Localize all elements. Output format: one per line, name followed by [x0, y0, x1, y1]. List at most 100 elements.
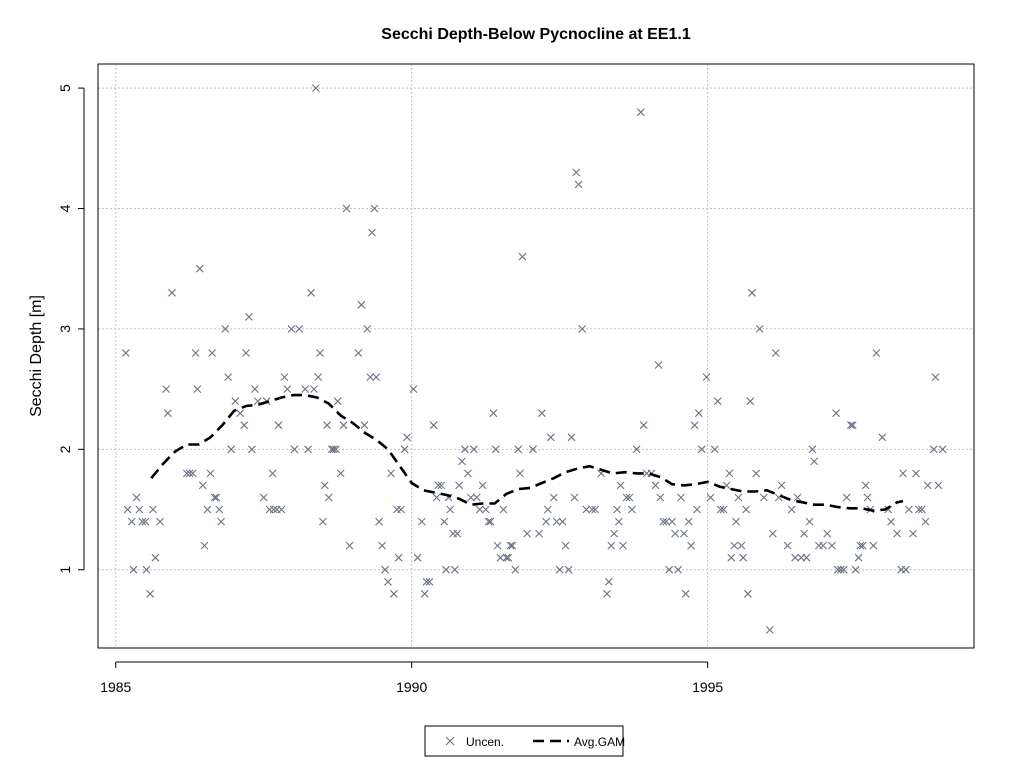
- data-point: [319, 517, 327, 526]
- data-point: [739, 553, 748, 562]
- data-point: [668, 517, 676, 526]
- data-point: [604, 577, 613, 586]
- data-point: [777, 481, 786, 490]
- data-point: [921, 517, 930, 526]
- data-point: [909, 529, 917, 538]
- data-point: [744, 589, 752, 598]
- data-point: [475, 505, 484, 514]
- data-point: [461, 445, 469, 454]
- data-point: [366, 373, 375, 381]
- data-point: [320, 481, 329, 490]
- data-point: [555, 565, 564, 574]
- data-point: [393, 505, 401, 514]
- data-point: [280, 373, 289, 381]
- data-point: [665, 565, 674, 574]
- data-point: [588, 505, 597, 514]
- data-point: [409, 385, 418, 393]
- data-point: [542, 517, 550, 526]
- data-point: [493, 541, 502, 550]
- data-point: [472, 493, 481, 502]
- data-point: [417, 517, 426, 526]
- data-point: [446, 505, 455, 514]
- data-point: [622, 493, 631, 502]
- data-point: [748, 288, 756, 297]
- data-point: [200, 541, 209, 550]
- data-point: [464, 469, 472, 478]
- data-point: [687, 541, 695, 550]
- data-point: [591, 505, 600, 514]
- data-point: [368, 228, 376, 237]
- data-point: [787, 505, 796, 514]
- data-point: [538, 409, 546, 418]
- data-point: [221, 325, 230, 333]
- data-point: [732, 517, 740, 526]
- data-point: [127, 517, 136, 526]
- data-point: [387, 469, 395, 478]
- data-point: [858, 541, 867, 550]
- data-point: [149, 505, 157, 514]
- data-point: [535, 529, 543, 538]
- gam-series: [150, 393, 904, 513]
- data-point: [516, 469, 524, 478]
- data-point: [217, 517, 225, 526]
- data-point: [224, 373, 233, 381]
- data-point: [168, 288, 176, 297]
- data-point: [793, 493, 802, 502]
- data-point: [570, 493, 579, 502]
- data-point: [357, 300, 366, 309]
- data-point: [208, 349, 217, 357]
- data-point: [752, 469, 761, 478]
- data-point: [458, 457, 466, 466]
- data-point: [191, 349, 200, 357]
- data-point: [437, 481, 446, 490]
- data-point: [893, 529, 901, 538]
- y-tick-label-3: 4: [57, 204, 73, 212]
- data-point: [616, 481, 625, 490]
- y-tick-label-2: 3: [57, 325, 73, 333]
- data-point: [156, 517, 164, 526]
- data-point: [138, 517, 147, 526]
- data-point: [561, 541, 570, 550]
- y-axis-label: Secchi Depth [m]: [28, 295, 45, 417]
- data-point: [810, 457, 819, 466]
- data-point: [506, 541, 515, 550]
- data-point: [847, 421, 855, 430]
- data-point: [360, 421, 369, 430]
- data-point: [639, 421, 648, 430]
- data-point: [938, 445, 947, 454]
- data-point: [268, 469, 277, 478]
- data-point: [231, 397, 240, 406]
- data-point: [499, 505, 508, 514]
- data-point: [710, 445, 719, 454]
- data-point: [839, 565, 848, 574]
- legend-marker-uncen: [445, 736, 455, 746]
- data-point: [625, 493, 634, 502]
- data-point: [713, 397, 722, 406]
- data-point: [198, 481, 207, 490]
- data-point: [215, 505, 224, 514]
- data-point: [434, 481, 443, 490]
- data-point: [872, 349, 881, 357]
- data-point: [403, 433, 411, 442]
- data-point: [182, 469, 191, 478]
- data-point: [210, 493, 219, 502]
- x-tick-label-1: 1990: [396, 679, 427, 695]
- data-point: [381, 565, 389, 574]
- data-point: [760, 493, 768, 502]
- data-point: [878, 433, 887, 442]
- grid: [98, 64, 974, 648]
- y-tick-label-1: 2: [57, 445, 73, 453]
- data-point: [227, 445, 236, 454]
- data-point: [478, 481, 487, 490]
- data-point: [188, 469, 197, 478]
- data-point: [212, 493, 221, 502]
- data-point: [632, 445, 641, 454]
- data-point: [277, 505, 286, 514]
- data-point: [923, 481, 932, 490]
- data-point: [765, 626, 774, 634]
- data-point: [737, 541, 746, 550]
- data-point: [791, 553, 800, 562]
- data-point: [420, 589, 429, 598]
- data-point: [716, 505, 725, 514]
